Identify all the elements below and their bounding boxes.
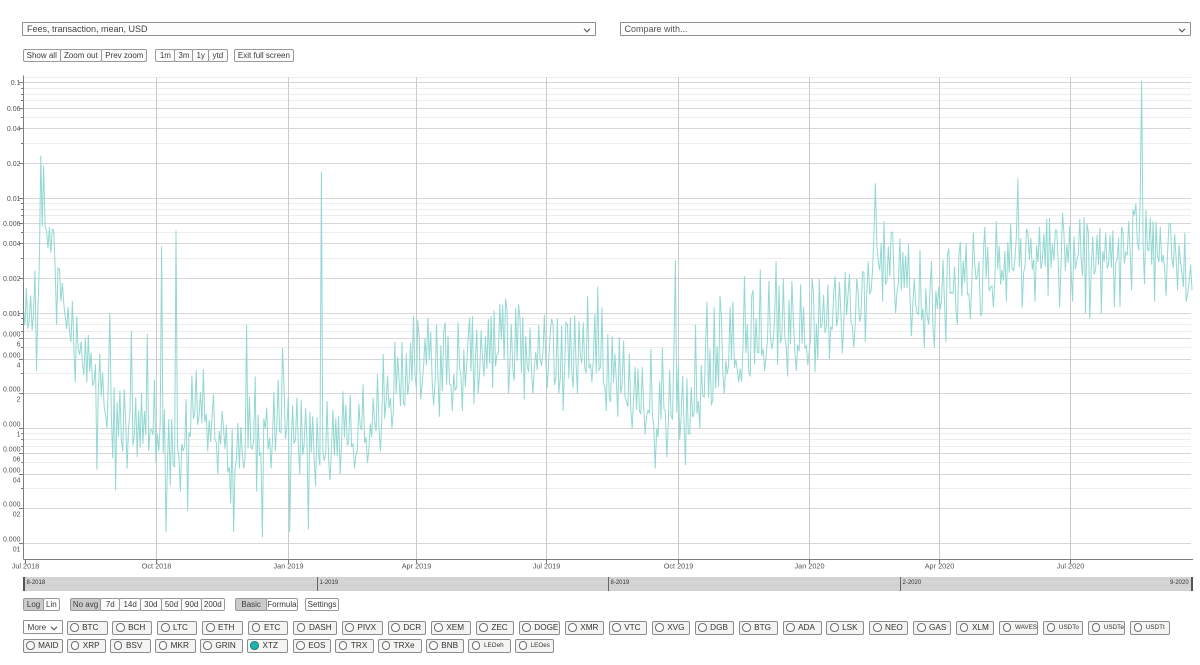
svg-text:0.000: 0.000 <box>3 536 21 543</box>
svg-text:01: 01 <box>13 546 21 553</box>
svg-text:0.04: 0.04 <box>7 126 21 133</box>
svg-text:0.01: 0.01 <box>7 196 21 203</box>
svg-text:6: 6 <box>17 341 21 348</box>
svg-text:0.1: 0.1 <box>11 80 21 87</box>
svg-text:0.02: 0.02 <box>7 161 21 168</box>
svg-text:0.000: 0.000 <box>3 331 21 338</box>
svg-text:0.000: 0.000 <box>3 501 21 508</box>
svg-text:Jan 2020: Jan 2020 <box>794 562 824 571</box>
svg-text:0.000: 0.000 <box>3 467 21 474</box>
svg-text:0.006: 0.006 <box>3 221 21 228</box>
svg-text:2: 2 <box>17 396 21 403</box>
svg-text:Oct 2019: Oct 2019 <box>664 562 694 571</box>
svg-text:0.000: 0.000 <box>3 386 21 393</box>
svg-text:0.000: 0.000 <box>3 352 21 359</box>
svg-text:Jul 2018: Jul 2018 <box>12 562 40 571</box>
svg-text:4: 4 <box>17 362 21 369</box>
svg-text:0.000: 0.000 <box>3 446 21 453</box>
svg-text:Oct 2018: Oct 2018 <box>142 562 172 571</box>
svg-text:1: 1 <box>17 431 21 438</box>
svg-text:02: 02 <box>13 511 21 518</box>
svg-text:04: 04 <box>13 477 21 484</box>
svg-text:0.06: 0.06 <box>7 106 21 113</box>
svg-text:06: 06 <box>13 456 21 463</box>
svg-text:0.002: 0.002 <box>3 276 21 283</box>
svg-text:Jan 2019: Jan 2019 <box>273 562 303 571</box>
svg-text:0.004: 0.004 <box>3 241 21 248</box>
svg-text:Apr 2020: Apr 2020 <box>925 562 955 571</box>
svg-text:Apr 2019: Apr 2019 <box>402 562 432 571</box>
svg-text:0.001: 0.001 <box>3 311 21 318</box>
svg-text:Jul 2019: Jul 2019 <box>533 562 561 571</box>
svg-text:Jul 2020: Jul 2020 <box>1057 562 1085 571</box>
svg-text:0.000: 0.000 <box>3 421 21 428</box>
